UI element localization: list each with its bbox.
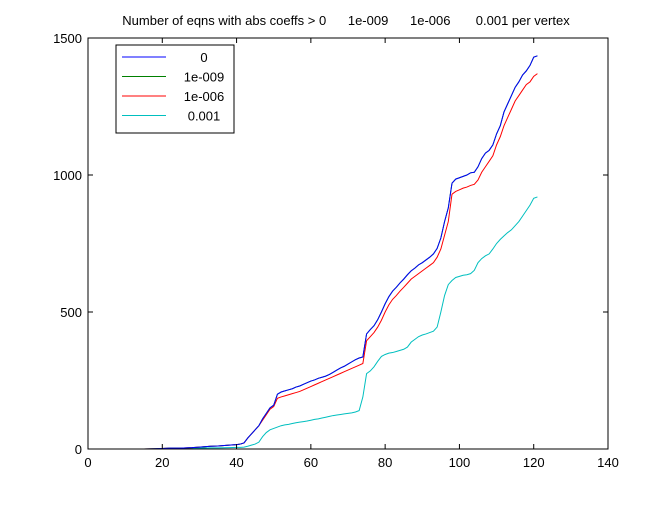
- x-tick-label: 120: [523, 455, 545, 470]
- series-layer: [88, 55, 538, 450]
- series-line-0: [88, 55, 538, 450]
- x-tick-label: 20: [155, 455, 169, 470]
- y-tick-label: 1500: [53, 31, 82, 46]
- x-tick-label: 140: [597, 455, 619, 470]
- legend-label-0: 0: [200, 50, 207, 65]
- legend-label-1: 1e-009: [184, 70, 224, 85]
- y-tick-label: 0: [75, 442, 82, 457]
- x-tick-label: 100: [449, 455, 471, 470]
- y-tick-label: 1000: [53, 168, 82, 183]
- y-tick-label: 500: [60, 305, 82, 320]
- axes-box: [87, 37, 609, 450]
- legend-box: [115, 44, 235, 134]
- x-tick-label: 40: [229, 455, 243, 470]
- axes-layer: 0 20 40 60 80 100 120 140 0 500 1000 1500: [53, 31, 619, 470]
- x-tick-label: 0: [84, 455, 91, 470]
- series-line-3: [88, 196, 538, 450]
- x-tick-label: 60: [304, 455, 318, 470]
- chart-title: Number of eqns with abs coeffs > 0 1e-00…: [122, 13, 570, 28]
- legend: 0 1e-009 1e-006 0.001: [115, 44, 235, 134]
- legend-label-3: 0.001: [188, 109, 221, 124]
- x-tick-label: 80: [378, 455, 392, 470]
- legend-label-2: 1e-006: [184, 89, 224, 104]
